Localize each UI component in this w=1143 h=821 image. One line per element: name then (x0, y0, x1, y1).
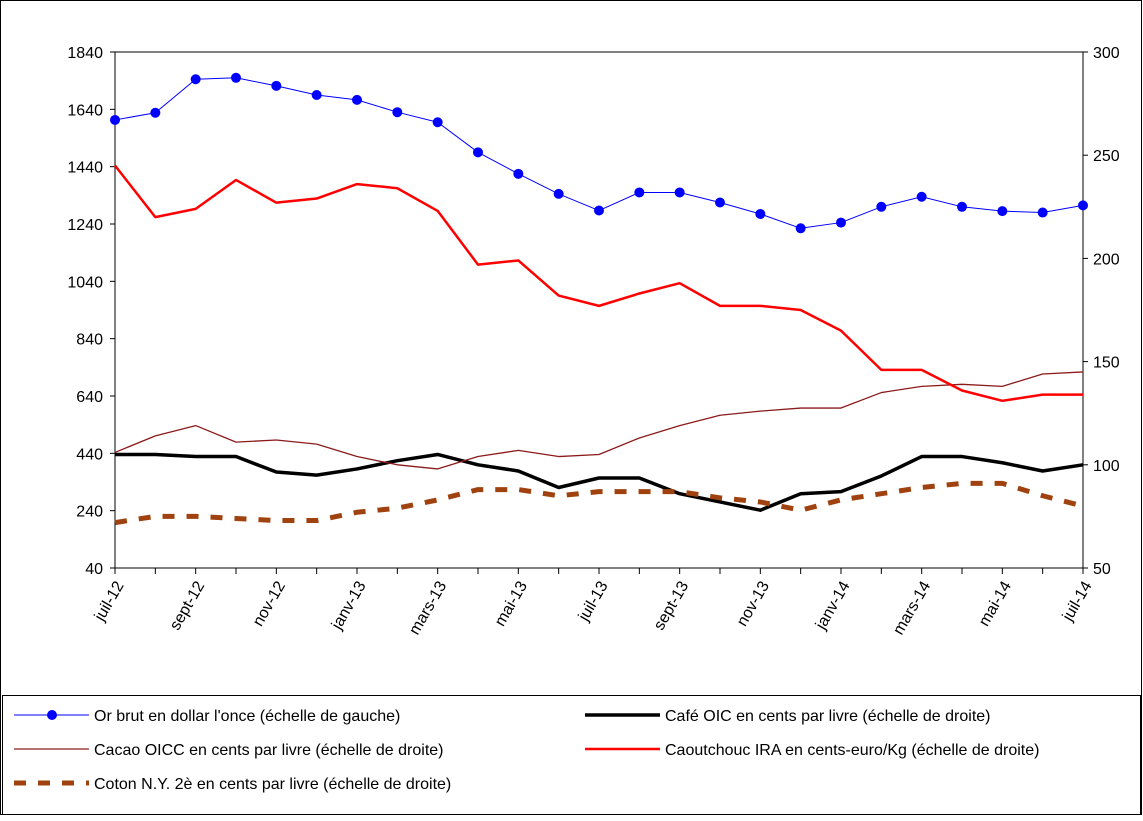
series-marker (190, 74, 201, 85)
y-tick-label: 640 (76, 389, 103, 406)
legend-label: Or brut en dollar l'once (échelle de gau… (94, 708, 400, 725)
x-tick-label: janv-13 (328, 578, 370, 633)
y2-tick-label: 50 (1093, 561, 1111, 578)
x-tick-label: juil-13 (575, 578, 612, 624)
series-marker (513, 168, 524, 179)
series-line (114, 480, 1084, 526)
x-tick-label: nov-13 (734, 578, 773, 629)
y-tick-label: 1440 (67, 160, 103, 177)
y2-tick-label: 100 (1093, 458, 1120, 475)
series-marker (271, 80, 282, 91)
series-marker (311, 90, 322, 100)
y-tick-label: 40 (85, 561, 103, 578)
series-marker (957, 201, 967, 212)
y2-tick-label: 150 (1093, 355, 1120, 372)
legend-frame (2, 695, 1141, 815)
x-tick-label: mai-14 (976, 578, 1015, 629)
series-marker (715, 197, 725, 208)
series-marker (392, 107, 403, 118)
x-tick-label: sept-13 (651, 578, 692, 633)
series-marker (1037, 207, 1048, 218)
y2-tick-label: 250 (1093, 148, 1120, 165)
series-marker (231, 72, 241, 83)
y-tick-label: 440 (76, 446, 103, 463)
y2-tick-label: 300 (1093, 45, 1120, 62)
x-tick-label: sept-12 (167, 578, 208, 633)
series-marker (674, 187, 685, 198)
series-marker (997, 206, 1008, 217)
x-tick-label: nov-12 (250, 578, 289, 629)
series-marker (352, 94, 362, 105)
series-marker (795, 223, 806, 234)
x-tick-label: juil-12 (91, 578, 128, 624)
series-marker (150, 107, 161, 118)
series-marker (553, 188, 564, 199)
y-tick-label: 1040 (67, 274, 103, 291)
series-marker (755, 208, 766, 219)
y-tick-label: 840 (76, 332, 103, 349)
series-marker (1078, 200, 1088, 211)
series-marker (594, 205, 604, 216)
x-tick-label: janv-14 (812, 578, 854, 633)
legend-label: Caoutchouc IRA en cents-euro/Kg (échelle… (665, 742, 1039, 759)
series-marker (110, 114, 120, 125)
legend-label: Cacao OICC en cents par livre (échelle d… (94, 742, 444, 759)
series-marker (876, 201, 887, 212)
series-marker (836, 217, 846, 228)
legend-label: Coton N.Y. 2è en cents par livre (échell… (94, 776, 451, 793)
x-tick-label: juil-14 (1059, 578, 1096, 624)
y-tick-label: 240 (76, 504, 103, 521)
series-marker (432, 117, 443, 128)
x-tick-label: mars-14 (890, 578, 934, 637)
series-marker (634, 187, 645, 198)
y-tick-label: 1240 (67, 217, 103, 234)
y-tick-label: 1840 (67, 45, 103, 62)
y-tick-label: 1640 (67, 102, 103, 119)
x-tick-label: mai-13 (492, 578, 531, 629)
series-line (114, 164, 1083, 403)
series-line (114, 371, 1084, 470)
x-tick-label: mars-13 (406, 578, 450, 637)
series-line (115, 452, 1084, 512)
legend-label: Café OIC en cents par livre (échelle de … (665, 708, 990, 725)
series-marker (473, 147, 483, 158)
series-marker (916, 191, 927, 202)
y2-tick-label: 200 (1093, 251, 1120, 268)
legend-marker (47, 710, 57, 720)
